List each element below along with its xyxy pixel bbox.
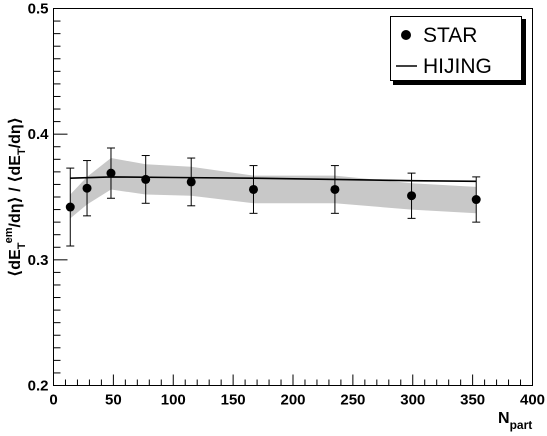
star-data-point (141, 175, 150, 184)
legend-label-star: STAR (423, 24, 477, 47)
legend-label-hijing: HIJING (423, 55, 492, 78)
y-tick-label: 0.3 (28, 252, 49, 269)
x-tick-label: 0 (49, 392, 57, 409)
x-label-main: N (498, 410, 510, 427)
star-data-point (472, 195, 481, 204)
x-tick-label: 150 (221, 392, 246, 409)
y-tick-label: 0.4 (28, 126, 50, 143)
legend: STAR HIJING (391, 17, 527, 86)
x-tick-label: 250 (340, 392, 365, 409)
y-label-de: dE (7, 249, 24, 270)
x-tick-label: 300 (400, 392, 425, 409)
star-data-point (83, 184, 92, 193)
star-data-point (330, 185, 339, 194)
star-data-point (407, 191, 416, 200)
y-tick-label: 0.2 (28, 378, 49, 395)
star-data-point (106, 169, 115, 178)
y-label-rest1: /dη⟩ / ⟨dE (7, 155, 24, 228)
x-label-sub: part (510, 418, 533, 432)
y-label-sup-em: em (3, 227, 15, 243)
x-tick-label: 100 (161, 392, 186, 409)
x-tick-label: 50 (105, 392, 122, 409)
x-tick-label: 200 (280, 392, 305, 409)
x-tick-label: 350 (460, 392, 485, 409)
y-tick-label: 0.5 (28, 1, 49, 18)
star-data-point (66, 203, 75, 212)
y-label-open: ⟨ (7, 270, 24, 277)
star-data-point (249, 185, 258, 194)
x-tick-label: 400 (520, 392, 545, 409)
star-data-point (187, 177, 196, 186)
legend-marker-star (401, 30, 411, 40)
y-label-rest2: /dη⟩ (7, 117, 24, 148)
